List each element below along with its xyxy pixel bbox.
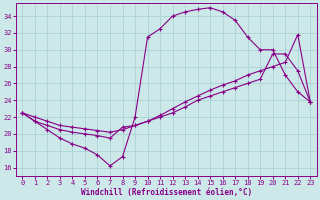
X-axis label: Windchill (Refroidissement éolien,°C): Windchill (Refroidissement éolien,°C)	[81, 188, 252, 197]
